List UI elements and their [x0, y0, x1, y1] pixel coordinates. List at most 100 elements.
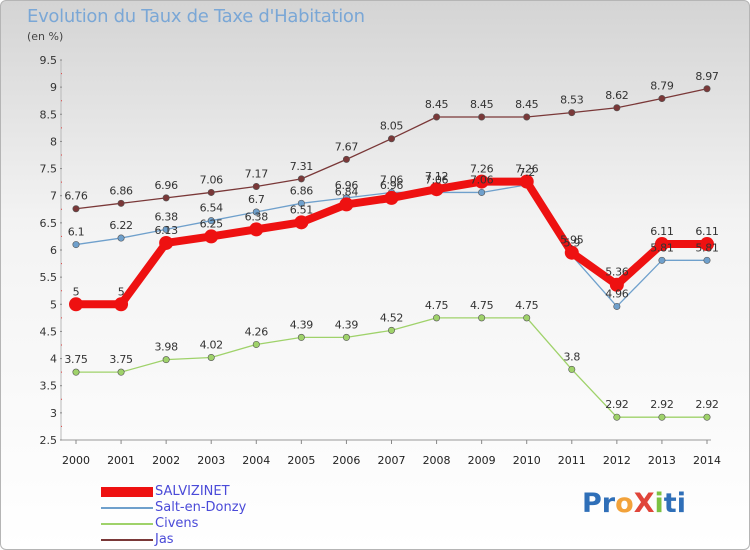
data-point-salt-en-donzy [252, 208, 260, 216]
data-label-salt-en-donzy: 6.96 [335, 179, 359, 192]
data-point-salvizinet [384, 190, 399, 205]
data-label-civens: 3.75 [109, 353, 133, 366]
data-point-salt-en-donzy [162, 225, 170, 233]
legend-swatch-civens [101, 523, 153, 525]
data-label-jas: 8.53 [560, 94, 584, 107]
data-label-salt-en-donzy: 6.86 [290, 184, 314, 197]
data-label-salvizinet: 6.11 [695, 225, 718, 238]
data-point-salt-en-donzy [703, 256, 711, 264]
data-label-civens: 4.75 [515, 299, 539, 312]
x-tick-label: 2000 [62, 454, 90, 467]
data-label-jas: 8.97 [695, 70, 719, 83]
data-label-salt-en-donzy: 5.81 [695, 241, 718, 254]
data-point-salvizinet [249, 222, 264, 237]
x-tick-label: 2005 [287, 454, 315, 467]
data-label-salvizinet: 6.25 [200, 217, 224, 230]
y-tick-label: 4 [50, 353, 57, 366]
data-point-civens [433, 314, 441, 322]
data-point-salt-en-donzy [207, 217, 215, 225]
data-point-civens [72, 368, 80, 376]
data-label-salvizinet: 7.26 [470, 163, 494, 176]
data-label-salvizinet: 6.38 [245, 210, 269, 223]
data-label-jas: 6.96 [154, 179, 178, 192]
logo-letter: i [654, 488, 664, 519]
data-point-jas [162, 194, 170, 202]
data-point-jas [478, 113, 486, 121]
data-point-salvizinet [114, 297, 129, 312]
y-tick-label: 9 [50, 81, 57, 94]
chart-lines [69, 85, 714, 421]
logo-letter: P [582, 488, 602, 519]
data-point-salt-en-donzy [117, 234, 125, 242]
data-label-salt-en-donzy: 6.38 [154, 210, 178, 223]
data-label-civens: 3.98 [154, 341, 178, 354]
legend-label-salvizinet: SALVIZINET [155, 484, 230, 499]
legend-swatch-salvizinet [101, 487, 153, 497]
data-label-salt-en-donzy: 7.06 [470, 173, 494, 186]
logo-letter: o [615, 488, 634, 519]
data-label-salt-en-donzy: 7.2 [518, 166, 535, 179]
y-tick-label: 9.5 [40, 54, 58, 67]
data-point-civens [207, 353, 215, 361]
x-tick-label: 2006 [332, 454, 360, 467]
data-point-jas [613, 104, 621, 112]
data-point-salt-en-donzy [613, 302, 621, 310]
data-point-salvizinet [474, 174, 489, 189]
y-tick-label: 3.5 [40, 380, 58, 393]
data-point-jas [658, 95, 666, 103]
legend-label-salt-en-donzy: Salt-en-Donzy [155, 500, 247, 515]
y-tick-label: 7 [50, 190, 57, 203]
x-tick-label: 2009 [468, 454, 496, 467]
data-point-salvizinet [159, 235, 174, 250]
data-point-civens [613, 413, 621, 421]
legend-label-civens: Civens [155, 516, 199, 531]
logo-letter: i [676, 488, 686, 519]
data-point-jas [297, 175, 305, 183]
data-point-civens [387, 326, 395, 334]
x-tick-label: 2002 [152, 454, 180, 467]
y-tick-label: 8.5 [40, 108, 58, 121]
logo-letter: r [601, 488, 616, 519]
data-point-salvizinet [294, 215, 309, 230]
data-point-jas [433, 113, 441, 121]
data-point-civens [703, 413, 711, 421]
y-tick-label: 7.5 [40, 163, 58, 176]
y-tick-label: 5.5 [40, 271, 58, 284]
data-label-civens: 3.75 [64, 353, 88, 366]
data-point-salt-en-donzy [478, 188, 486, 196]
data-label-salvizinet: 7.12 [425, 170, 448, 183]
data-label-salt-en-donzy: 6.1 [68, 226, 85, 239]
data-point-jas [523, 113, 531, 121]
data-point-salvizinet [339, 197, 354, 212]
data-label-jas: 7.31 [290, 160, 313, 173]
data-label-salvizinet: 7.26 [515, 163, 539, 176]
data-point-civens [568, 365, 576, 373]
data-point-jas [252, 182, 260, 190]
data-label-civens: 3.8 [563, 350, 580, 363]
data-label-civens: 4.39 [335, 318, 359, 331]
data-label-jas: 7.17 [245, 167, 269, 180]
y-tick-label: 2.5 [40, 434, 58, 447]
data-label-civens: 4.26 [245, 325, 269, 338]
x-tick-label: 2014 [693, 454, 721, 467]
data-label-salvizinet: 5 [73, 285, 80, 298]
data-point-salt-en-donzy [72, 241, 80, 249]
data-label-salvizinet: 6.11 [650, 225, 673, 238]
y-tick-label: 4.5 [40, 325, 58, 338]
data-label-civens: 4.75 [470, 299, 494, 312]
data-label-jas: 8.62 [605, 89, 628, 102]
data-point-jas [387, 135, 395, 143]
unit-label: (en %) [27, 30, 64, 43]
data-label-jas: 8.45 [515, 98, 539, 111]
logo-letter: t [663, 488, 677, 519]
data-label-jas: 7.06 [200, 173, 224, 186]
data-point-salvizinet [429, 182, 444, 197]
data-label-jas: 8.05 [380, 120, 404, 133]
data-point-civens [523, 314, 531, 322]
x-tick-label: 2007 [378, 454, 406, 467]
x-tick-label: 2003 [197, 454, 225, 467]
data-label-salvizinet: 6.96 [380, 179, 404, 192]
data-point-civens [342, 333, 350, 341]
